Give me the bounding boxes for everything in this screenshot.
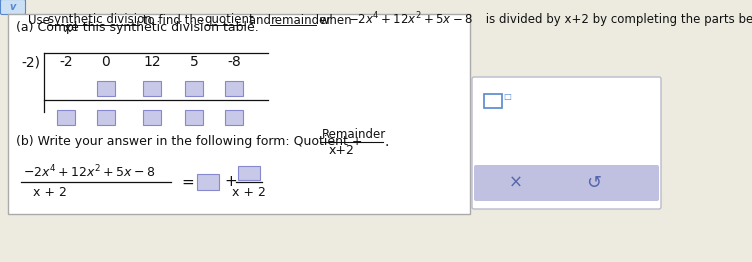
- Text: 5: 5: [190, 55, 199, 69]
- Text: x + 2: x + 2: [232, 185, 266, 199]
- Text: $-2x^4 + 12x^2 + 5x - 8$: $-2x^4 + 12x^2 + 5x - 8$: [23, 164, 156, 180]
- Text: to find the: to find the: [139, 14, 208, 26]
- Text: Remainder: Remainder: [322, 128, 387, 140]
- FancyBboxPatch shape: [472, 77, 661, 209]
- FancyBboxPatch shape: [238, 166, 260, 180]
- FancyBboxPatch shape: [97, 80, 115, 96]
- Text: +: +: [224, 174, 237, 189]
- Text: and: and: [245, 14, 275, 26]
- Text: remainder: remainder: [271, 14, 332, 26]
- Text: 0: 0: [102, 55, 111, 69]
- FancyBboxPatch shape: [1, 0, 26, 14]
- FancyBboxPatch shape: [484, 94, 502, 108]
- Text: $-2x^4 + 12x^2 + 5x - 8$: $-2x^4 + 12x^2 + 5x - 8$: [348, 11, 473, 27]
- Text: is divided by x+2 by completing the parts belo: is divided by x+2 by completing the part…: [482, 14, 752, 26]
- FancyBboxPatch shape: [185, 80, 203, 96]
- FancyBboxPatch shape: [57, 110, 75, 125]
- Text: -2: -2: [59, 55, 73, 69]
- Text: e this synthetic division table.: e this synthetic division table.: [71, 21, 259, 35]
- Text: ×: ×: [509, 174, 523, 192]
- Text: ↺: ↺: [587, 174, 602, 192]
- Text: x+2: x+2: [329, 144, 355, 156]
- Text: x + 2: x + 2: [33, 185, 67, 199]
- Text: (a) Compl: (a) Compl: [16, 21, 77, 35]
- Text: Use: Use: [28, 14, 53, 26]
- FancyBboxPatch shape: [197, 174, 219, 190]
- Text: (b) Write your answer in the following form: Quotient +: (b) Write your answer in the following f…: [16, 135, 362, 149]
- Text: .: .: [385, 135, 390, 149]
- FancyBboxPatch shape: [143, 110, 161, 125]
- Text: quotient: quotient: [205, 14, 254, 26]
- Text: □: □: [503, 92, 511, 101]
- FancyBboxPatch shape: [225, 80, 243, 96]
- Text: synthetic division: synthetic division: [48, 14, 152, 26]
- FancyBboxPatch shape: [8, 14, 470, 214]
- Text: v: v: [10, 2, 17, 12]
- Text: when: when: [316, 14, 355, 26]
- FancyBboxPatch shape: [143, 80, 161, 96]
- Text: -8: -8: [227, 55, 241, 69]
- Text: =: =: [181, 174, 194, 189]
- Text: -2): -2): [21, 55, 40, 69]
- FancyBboxPatch shape: [474, 165, 659, 201]
- FancyBboxPatch shape: [97, 110, 115, 125]
- FancyBboxPatch shape: [185, 110, 203, 125]
- Text: ẋ: ẋ: [64, 21, 71, 35]
- Text: 12: 12: [143, 55, 161, 69]
- FancyBboxPatch shape: [225, 110, 243, 125]
